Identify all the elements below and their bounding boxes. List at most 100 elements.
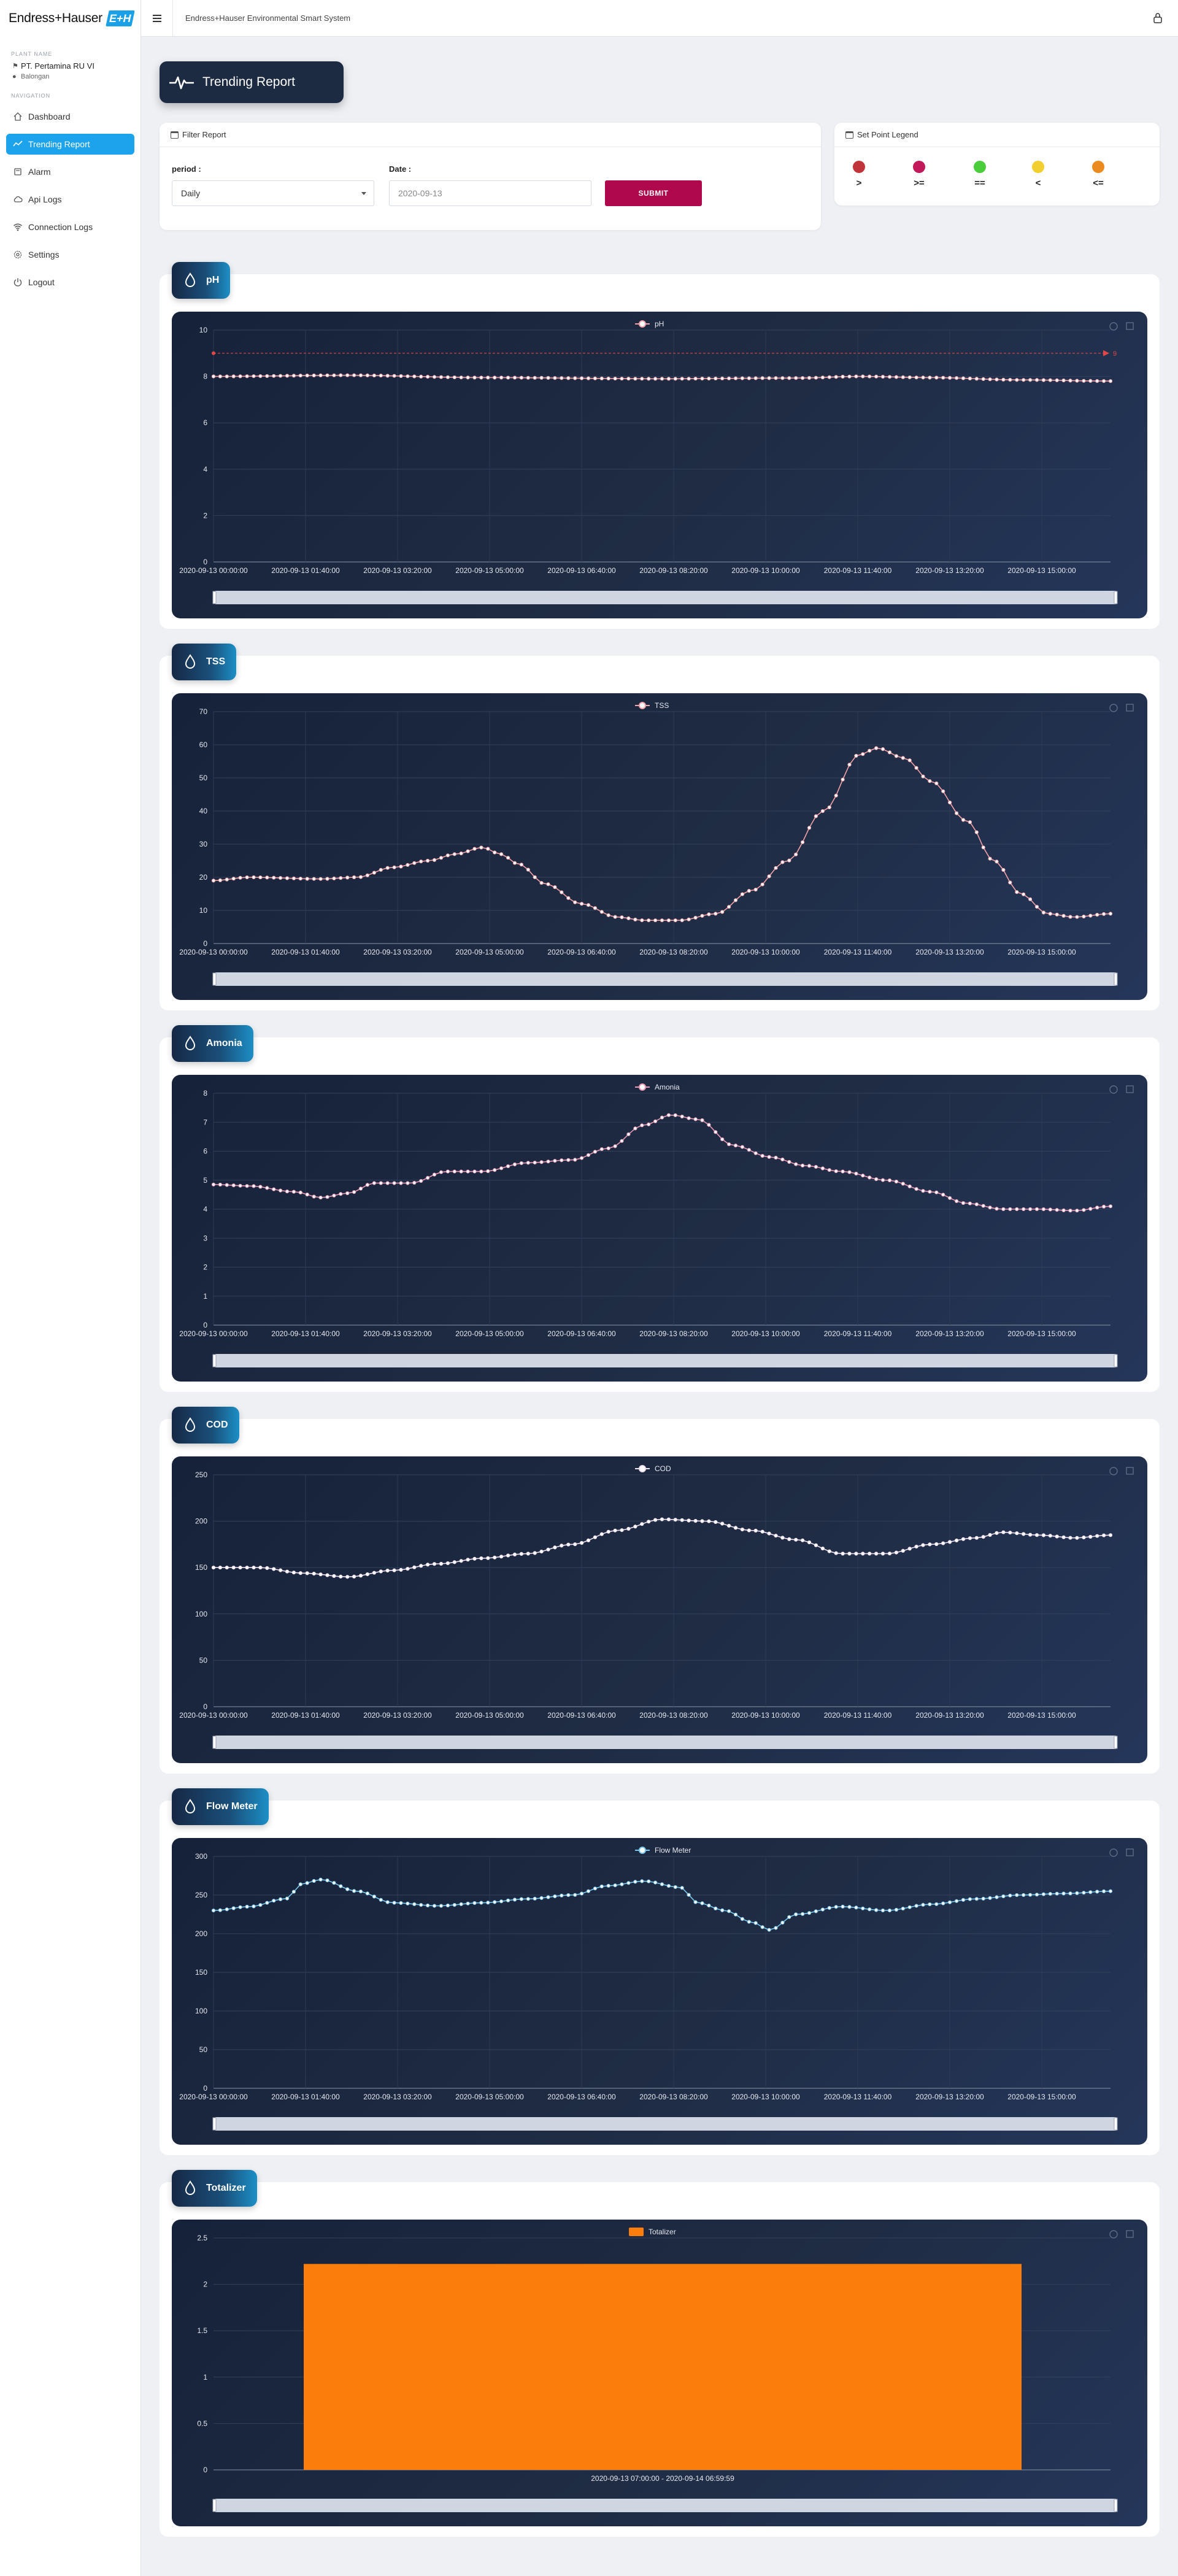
data-point — [1041, 910, 1046, 915]
data-point — [1061, 913, 1066, 918]
sidebar-item-alarm[interactable]: Alarm — [6, 161, 134, 182]
calendar-icon — [171, 131, 179, 139]
data-point — [714, 376, 718, 381]
sidebar-item-label: Alarm — [28, 167, 51, 177]
data-point — [1041, 1533, 1046, 1537]
sidebar-item-settings[interactable]: Settings — [6, 244, 134, 265]
data-point — [780, 1157, 785, 1162]
menu-toggle-button[interactable] — [141, 0, 173, 37]
y-tick-label: 0 — [203, 2084, 207, 2093]
data-point — [680, 377, 684, 381]
data-point — [372, 1181, 376, 1185]
data-point — [914, 1904, 918, 1908]
data-point — [1088, 379, 1093, 383]
data-point — [526, 1897, 530, 1901]
submit-button[interactable]: SUBMIT — [605, 180, 702, 206]
data-point — [841, 1904, 845, 1909]
data-point — [399, 1181, 403, 1185]
data-point — [245, 374, 249, 379]
data-point — [974, 1536, 979, 1540]
data-point — [807, 1164, 812, 1168]
data-point — [693, 1900, 698, 1904]
sidebar-item-logout[interactable]: Logout — [6, 272, 134, 293]
data-point — [466, 375, 470, 380]
brand-logo[interactable]: Endress+Hauser E+H — [0, 0, 141, 37]
data-point — [653, 1880, 658, 1885]
data-point — [700, 1519, 704, 1523]
data-point — [780, 860, 785, 864]
chart-legend: TSS — [635, 701, 669, 710]
legend-symbol: < — [1035, 178, 1041, 188]
data-zoom-slider — [212, 972, 1118, 986]
data-point — [640, 918, 644, 923]
set-point-legend-card: Set Point Legend > >= == < <= — [834, 123, 1160, 206]
data-point — [787, 1159, 791, 1164]
data-point — [901, 1548, 905, 1553]
period-select[interactable]: Daily — [172, 180, 374, 206]
data-point — [238, 1183, 242, 1188]
data-point — [861, 374, 865, 379]
data-point — [988, 1896, 992, 1901]
data-point — [914, 1187, 918, 1191]
data-point — [787, 1915, 791, 1919]
data-point — [820, 375, 825, 380]
data-point — [493, 375, 497, 380]
sidebar-item-api-logs[interactable]: Api Logs — [6, 189, 134, 210]
data-point — [1095, 379, 1099, 383]
data-point — [599, 1532, 604, 1536]
data-point — [305, 1193, 309, 1197]
page-title: Trending Report — [202, 75, 295, 89]
x-tick-label: 2020-09-13 08:20:00 — [639, 2093, 708, 2101]
data-point — [512, 1552, 517, 1556]
sidebar-item-dashboard[interactable]: Dashboard — [6, 106, 134, 127]
data-point — [486, 1901, 490, 1905]
data-point — [733, 898, 738, 902]
y-tick-label: 10 — [199, 326, 208, 334]
data-point — [961, 1537, 966, 1541]
data-point — [298, 1190, 302, 1194]
data-point — [961, 1897, 966, 1902]
user-account-icon[interactable] — [1151, 11, 1165, 25]
sidebar-item-label: Api Logs — [28, 194, 62, 204]
data-point — [385, 866, 390, 870]
data-point — [426, 1563, 430, 1567]
data-point — [479, 375, 483, 380]
data-point — [941, 1541, 945, 1545]
sidebar-item-connection-logs[interactable]: Connection Logs — [6, 217, 134, 237]
data-point — [687, 1116, 691, 1120]
y-tick-label: 0 — [203, 2466, 207, 2474]
date-input[interactable]: 2020-09-13 — [389, 180, 591, 206]
data-point — [901, 1182, 905, 1186]
data-point — [1068, 1209, 1072, 1213]
x-tick-label: 2020-09-13 08:20:00 — [639, 1711, 708, 1720]
data-point — [546, 375, 550, 380]
data-point — [928, 779, 932, 783]
chart-toolbox — [1109, 1085, 1134, 1094]
sidebar-item-trending-report[interactable]: Trending Report — [6, 134, 134, 155]
data-point — [479, 1901, 483, 1905]
data-point — [432, 858, 437, 862]
data-point — [285, 1569, 290, 1574]
data-point — [774, 376, 778, 380]
data-point — [760, 882, 764, 886]
data-point — [566, 1542, 571, 1547]
data-point — [459, 852, 463, 856]
data-point — [332, 1193, 336, 1198]
data-point — [1048, 1892, 1052, 1896]
data-point — [787, 1537, 791, 1541]
data-point — [553, 376, 557, 380]
data-point — [801, 1163, 805, 1167]
data-point — [834, 1551, 838, 1555]
data-point — [305, 374, 309, 378]
data-point — [934, 781, 939, 785]
data-point — [995, 1531, 999, 1536]
data-point — [1001, 1530, 1006, 1534]
data-point — [1082, 914, 1086, 919]
data-point — [1088, 913, 1093, 918]
data-point — [727, 376, 731, 380]
data-point — [352, 875, 356, 880]
data-point — [258, 1185, 263, 1189]
data-point — [827, 1905, 831, 1910]
data-point — [1108, 1533, 1113, 1537]
data-point — [291, 876, 296, 880]
